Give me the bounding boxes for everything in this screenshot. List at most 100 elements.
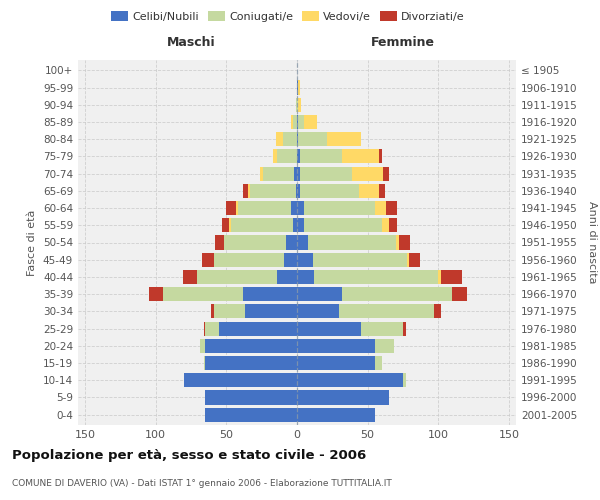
Bar: [204, 322, 205, 336]
Y-axis label: Fasce di età: Fasce di età: [28, 210, 37, 276]
Bar: [403, 322, 406, 336]
Bar: [300, 166, 352, 180]
Bar: [389, 218, 397, 232]
Bar: [204, 356, 205, 370]
Bar: [326, 132, 361, 146]
Bar: [211, 304, 214, 318]
Bar: [300, 184, 359, 198]
Bar: [238, 201, 292, 215]
Bar: [294, 166, 297, 180]
Bar: [296, 184, 297, 198]
Bar: [379, 150, 382, 164]
Bar: [200, 338, 205, 353]
Bar: [236, 201, 238, 215]
Text: COMUNE DI DAVERIO (VA) - Dati ISTAT 1° gennaio 2006 - Elaborazione TUTTITALIA.IT: COMUNE DI DAVERIO (VA) - Dati ISTAT 1° g…: [12, 478, 392, 488]
Bar: [296, 98, 297, 112]
Bar: [297, 115, 298, 129]
Bar: [386, 201, 397, 215]
Bar: [304, 201, 375, 215]
Bar: [244, 184, 248, 198]
Bar: [292, 201, 297, 215]
Bar: [375, 338, 394, 353]
Bar: [382, 218, 389, 232]
Bar: [297, 390, 389, 404]
Bar: [399, 236, 410, 250]
Legend: Celibi/Nubili, Coniugati/e, Vedovi/e, Divorziati/e: Celibi/Nubili, Coniugati/e, Vedovi/e, Di…: [107, 6, 469, 26]
Bar: [244, 287, 297, 301]
Bar: [434, 304, 441, 318]
Bar: [182, 270, 197, 284]
Bar: [297, 80, 298, 94]
Bar: [314, 270, 438, 284]
Bar: [273, 150, 277, 164]
Bar: [297, 252, 313, 267]
Bar: [292, 115, 293, 129]
Bar: [297, 98, 298, 112]
Bar: [298, 132, 326, 146]
Bar: [277, 270, 297, 284]
Text: Femmine: Femmine: [371, 36, 435, 49]
Bar: [297, 218, 304, 232]
Bar: [276, 132, 283, 146]
Bar: [283, 132, 297, 146]
Bar: [205, 322, 219, 336]
Bar: [202, 252, 214, 267]
Bar: [205, 408, 297, 422]
Bar: [277, 150, 297, 164]
Bar: [219, 322, 297, 336]
Bar: [215, 236, 224, 250]
Bar: [297, 184, 300, 198]
Bar: [359, 184, 379, 198]
Bar: [375, 356, 382, 370]
Bar: [383, 166, 389, 180]
Bar: [214, 252, 284, 267]
Bar: [379, 184, 385, 198]
Bar: [297, 373, 403, 388]
Bar: [438, 270, 441, 284]
Bar: [222, 218, 229, 232]
Bar: [352, 166, 383, 180]
Bar: [304, 218, 382, 232]
Bar: [297, 408, 375, 422]
Bar: [297, 201, 304, 215]
Bar: [293, 218, 297, 232]
Bar: [205, 390, 297, 404]
Bar: [250, 184, 296, 198]
Bar: [284, 252, 297, 267]
Bar: [197, 270, 277, 284]
Text: Maschi: Maschi: [167, 36, 215, 49]
Bar: [205, 338, 297, 353]
Bar: [297, 356, 375, 370]
Bar: [396, 236, 399, 250]
Bar: [297, 270, 314, 284]
Bar: [286, 236, 297, 250]
Bar: [230, 218, 293, 232]
Bar: [298, 115, 304, 129]
Bar: [245, 304, 297, 318]
Bar: [297, 150, 300, 164]
Text: Popolazione per età, sesso e stato civile - 2006: Popolazione per età, sesso e stato civil…: [12, 450, 366, 462]
Bar: [308, 236, 396, 250]
Bar: [300, 150, 342, 164]
Bar: [313, 252, 407, 267]
Bar: [298, 98, 301, 112]
Bar: [297, 338, 375, 353]
Bar: [361, 322, 403, 336]
Bar: [297, 132, 298, 146]
Bar: [149, 287, 163, 301]
Bar: [263, 166, 294, 180]
Bar: [163, 287, 244, 301]
Bar: [297, 322, 361, 336]
Bar: [342, 150, 379, 164]
Bar: [340, 304, 434, 318]
Bar: [452, 287, 467, 301]
Bar: [409, 252, 420, 267]
Bar: [293, 115, 297, 129]
Bar: [342, 287, 452, 301]
Bar: [441, 270, 463, 284]
Bar: [297, 287, 342, 301]
Bar: [226, 201, 236, 215]
Bar: [260, 166, 263, 180]
Bar: [375, 201, 386, 215]
Bar: [298, 80, 300, 94]
